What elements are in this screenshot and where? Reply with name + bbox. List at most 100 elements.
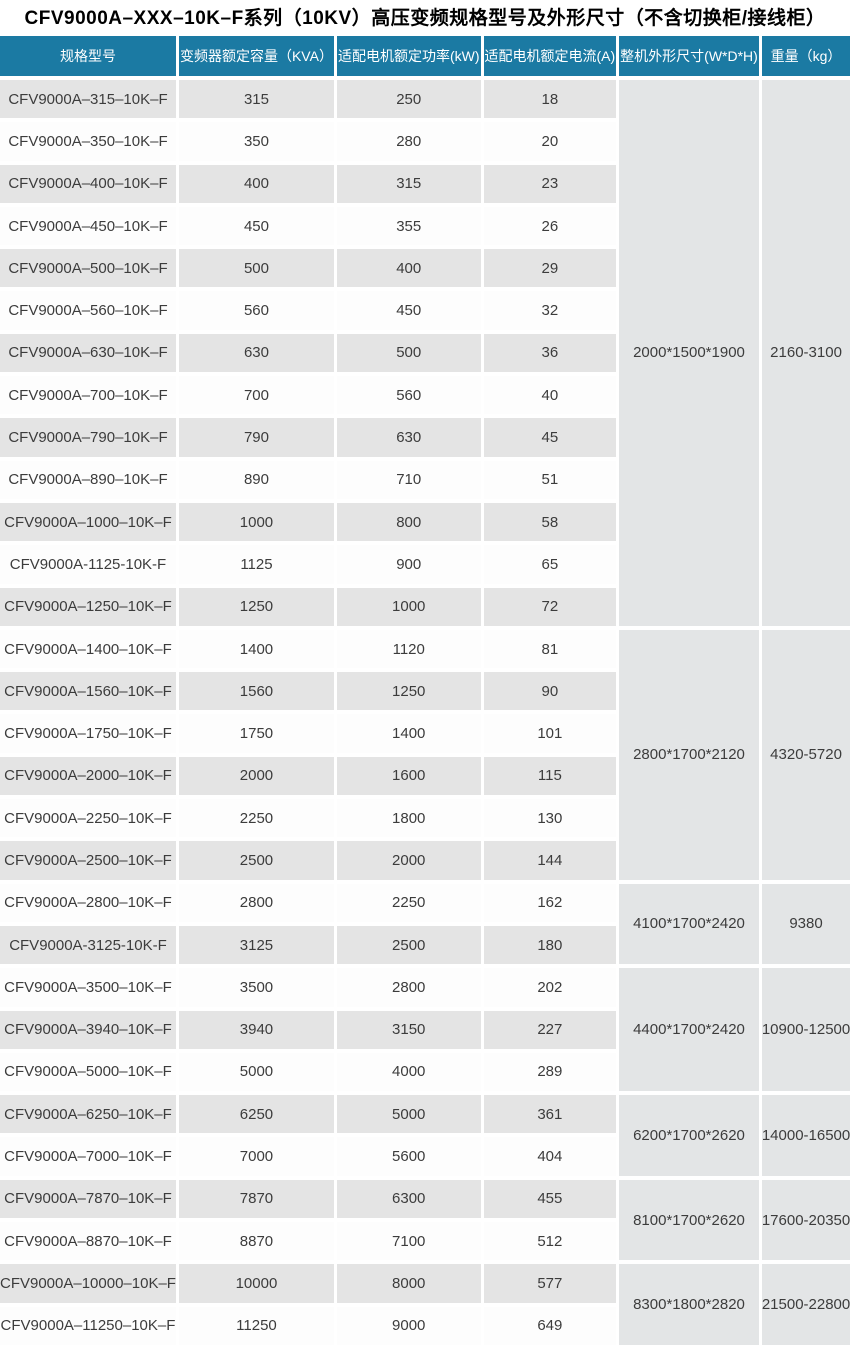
model-cell: CFV9000A–2500–10K–F [0, 841, 176, 880]
current-cell: 51 [483, 460, 617, 499]
current-cell: 577 [483, 1264, 617, 1303]
model-cell: CFV9000A–450–10K–F [0, 206, 176, 246]
dims-cell: 4400*1700*2420 [619, 968, 759, 1092]
table-row: CFV9000A–500–10K–F 500 400 29 [0, 249, 850, 288]
col-header-model: 规格型号 [0, 36, 176, 76]
table-row: CFV9000A–350–10K–F 350 280 20 [0, 122, 850, 161]
kva-cell: 1250 [178, 587, 334, 626]
kva-cell: 11250 [178, 1306, 334, 1345]
kw-cell: 4000 [336, 1052, 481, 1092]
kw-cell: 1250 [336, 672, 481, 711]
current-cell: 144 [483, 841, 617, 880]
weight-cell: 14000-16500 [761, 1095, 850, 1176]
kva-cell: 630 [178, 333, 334, 373]
kw-cell: 2250 [336, 883, 481, 922]
table-row: CFV9000A–560–10K–F 560 450 32 [0, 291, 850, 330]
model-cell: CFV9000A–2250–10K–F [0, 799, 176, 838]
kva-cell: 7000 [178, 1137, 334, 1176]
table-row: CFV9000A–2250–10K–F 2250 1800 130 [0, 799, 850, 838]
kva-cell: 560 [178, 291, 334, 330]
weight-cell: 2160-3100 [761, 80, 850, 626]
current-cell: 45 [483, 418, 617, 457]
model-cell: CFV9000A-1125-10K-F [0, 545, 176, 584]
table-row: CFV9000A–315–10K–F 315 250 18 2000*1500*1900… [0, 80, 850, 626]
kva-cell: 500 [178, 249, 334, 288]
kva-cell: 1400 [178, 629, 334, 669]
current-cell: 162 [483, 883, 617, 922]
kw-cell: 710 [336, 460, 481, 499]
kw-cell: 630 [336, 418, 481, 457]
kw-cell: 560 [336, 376, 481, 415]
table-row: CFV9000A–1250–10K–F 1250 1000 72 [0, 587, 850, 626]
kva-cell: 700 [178, 376, 334, 415]
current-cell: 90 [483, 672, 617, 711]
kw-cell: 800 [336, 502, 481, 542]
table-row: CFV9000A–1750–10K–F 1750 1400 101 [0, 714, 850, 753]
dims-cell: 6200*1700*2620 [619, 1095, 759, 1176]
current-cell: 512 [483, 1222, 617, 1261]
table-row: CFV9000A–5000–10K–F 5000 4000 289 [0, 1052, 850, 1092]
kva-cell: 890 [178, 460, 334, 499]
kva-cell: 315 [178, 80, 334, 119]
model-cell: CFV9000A–315–10K–F [0, 80, 176, 119]
current-cell: 36 [483, 333, 617, 373]
table-row: CFV9000A–11250–10K–F 11250 9000 649 [0, 1306, 850, 1345]
model-cell: CFV9000A–7870–10K–F [0, 1179, 176, 1219]
kva-cell: 10000 [178, 1264, 334, 1303]
current-cell: 101 [483, 714, 617, 753]
table-row: CFV9000A-3125-10K-F 3125 2500 180 [0, 925, 850, 965]
dims-cell: 2800*1700*2120 [619, 629, 759, 880]
kva-cell: 8870 [178, 1222, 334, 1261]
current-cell: 115 [483, 756, 617, 796]
kw-cell: 1000 [336, 587, 481, 626]
model-cell: CFV9000A–2800–10K–F [0, 883, 176, 922]
model-cell: CFV9000A–5000–10K–F [0, 1052, 176, 1092]
current-cell: 81 [483, 629, 617, 669]
model-cell: CFV9000A–1560–10K–F [0, 672, 176, 711]
header-row: 规格型号 变频器额定容量（KVA） 适配电机额定功率(kW) 适配电机额定电流(A) 整… [0, 36, 850, 76]
col-header-dims: 整机外形尺寸(W*D*H) [619, 36, 759, 76]
model-cell: CFV9000A–560–10K–F [0, 291, 176, 330]
model-cell: CFV9000A–790–10K–F [0, 418, 176, 457]
kva-cell: 1560 [178, 672, 334, 711]
model-cell: CFV9000A–890–10K–F [0, 460, 176, 499]
kva-cell: 2500 [178, 841, 334, 880]
model-cell: CFV9000A–7000–10K–F [0, 1137, 176, 1176]
table-row: CFV9000A–790–10K–F 790 630 45 [0, 418, 850, 457]
table-row: CFV9000A–890–10K–F 890 710 51 [0, 460, 850, 499]
spec-table: 规格型号 变频器额定容量（KVA） 适配电机额定功率(kW) 适配电机额定电流(A) 整… [0, 32, 850, 1349]
kw-cell: 250 [336, 80, 481, 119]
kva-cell: 450 [178, 206, 334, 246]
current-cell: 130 [483, 799, 617, 838]
kw-cell: 355 [336, 206, 481, 246]
page-title: CFV9000A–XXX–10K–F系列（10KV）高压变频规格型号及外形尺寸（… [24, 7, 826, 29]
table-row: CFV9000A–3500–10K–F 3500 2800 202 4400*1700*… [0, 968, 850, 1092]
model-cell: CFV9000A–500–10K–F [0, 249, 176, 288]
current-cell: 65 [483, 545, 617, 584]
kw-cell: 5000 [336, 1095, 481, 1134]
weight-cell: 9380 [761, 883, 850, 965]
model-cell: CFV9000A–3500–10K–F [0, 968, 176, 1007]
col-header-kw: 适配电机额定功率(kW) [336, 36, 481, 76]
model-cell: CFV9000A–8870–10K–F [0, 1222, 176, 1261]
current-cell: 289 [483, 1052, 617, 1092]
model-cell: CFV9000A–2000–10K–F [0, 756, 176, 796]
model-cell: CFV9000A–11250–10K–F [0, 1306, 176, 1345]
current-cell: 649 [483, 1306, 617, 1345]
dims-cell: 8300*1800*2820 [619, 1264, 759, 1345]
kw-cell: 400 [336, 249, 481, 288]
dims-cell: 2000*1500*1900 [619, 80, 759, 626]
kw-cell: 2800 [336, 968, 481, 1007]
table-row: CFV9000A-1125-10K-F 1125 900 65 [0, 545, 850, 584]
kw-cell: 3150 [336, 1010, 481, 1049]
current-cell: 361 [483, 1095, 617, 1134]
model-cell: CFV9000A–350–10K–F [0, 122, 176, 161]
dims-cell: 8100*1700*2620 [619, 1179, 759, 1261]
table-row: CFV9000A–3940–10K–F 3940 3150 227 [0, 1010, 850, 1049]
kva-cell: 400 [178, 164, 334, 203]
kw-cell: 5600 [336, 1137, 481, 1176]
kw-cell: 315 [336, 164, 481, 203]
model-cell: CFV9000A–700–10K–F [0, 376, 176, 415]
current-cell: 404 [483, 1137, 617, 1176]
